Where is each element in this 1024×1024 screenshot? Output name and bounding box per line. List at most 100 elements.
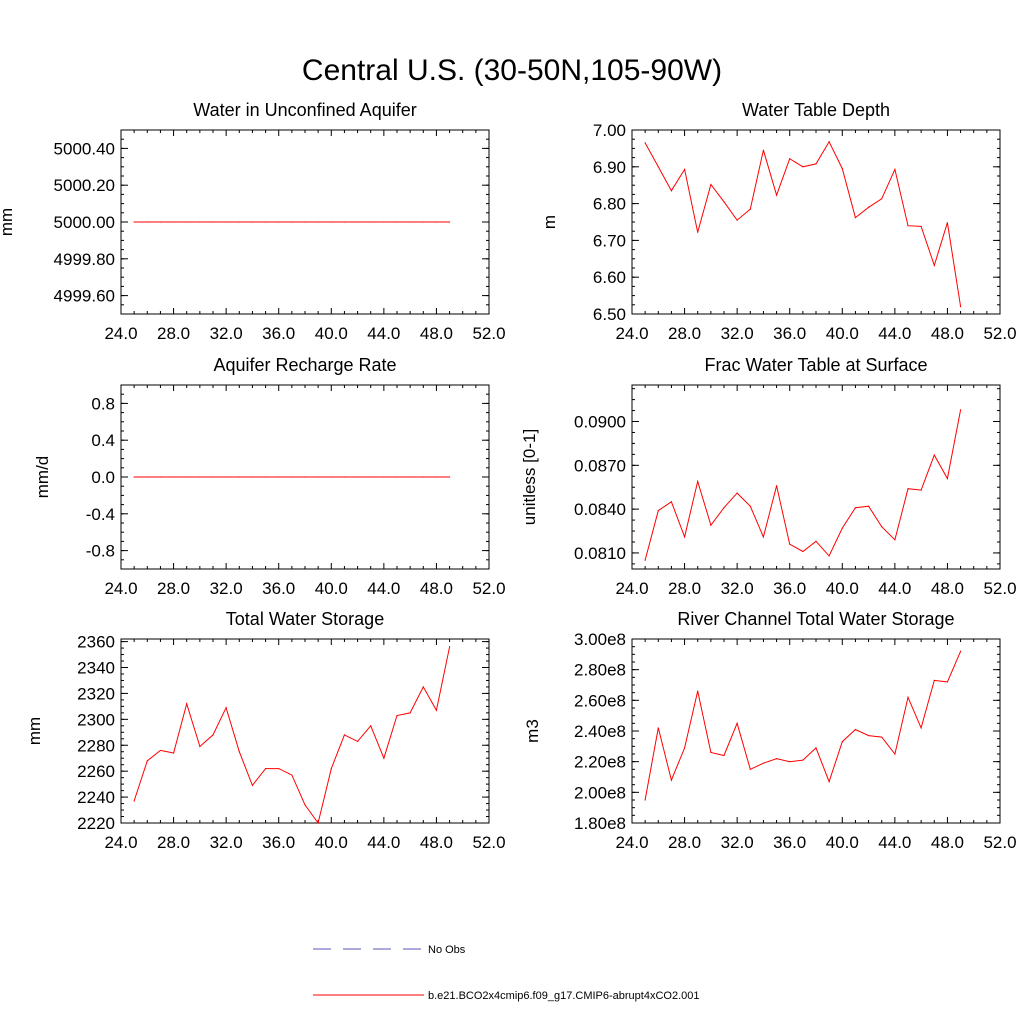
data-point: [291, 476, 293, 478]
data-point: [186, 221, 188, 223]
x-tick-label: 48.0: [420, 579, 453, 598]
data-point: [278, 221, 280, 223]
data-point: [697, 690, 699, 692]
data-point: [789, 543, 791, 545]
x-tick-label: 28.0: [668, 833, 701, 852]
y-tick-label: 5000.40: [54, 139, 115, 158]
data-point: [802, 759, 804, 761]
y-tick-label: 0.0870: [574, 456, 626, 475]
y-tick-label: 2.20e8: [574, 753, 626, 772]
data-point: [383, 476, 385, 478]
x-tick-label: 40.0: [826, 324, 859, 343]
data-point: [815, 540, 817, 542]
y-tick-label: 2280: [77, 736, 115, 755]
data-point: [762, 536, 765, 538]
data-point: [828, 555, 830, 557]
data-point: [815, 163, 817, 165]
data-point: [933, 264, 935, 267]
y-tick-label: 0.0900: [574, 413, 626, 432]
data-point: [356, 740, 359, 742]
data-point: [448, 221, 451, 223]
y-axis-label: mm/d: [33, 456, 52, 499]
series-line-1: [644, 651, 962, 801]
data-point: [172, 476, 175, 478]
data-point: [657, 509, 659, 512]
data-point: [789, 158, 791, 160]
data-point: [396, 714, 398, 717]
panel-2: Water Table Depth 24.0 28.0 32.0 36.0 40.0 44.…: [540, 100, 1017, 343]
x-tick-label: 36.0: [773, 833, 806, 852]
data-point: [644, 799, 646, 801]
data-point: [683, 536, 686, 538]
data-point: [448, 476, 451, 478]
x-tick-label: 28.0: [668, 324, 701, 343]
x-tick-label: 36.0: [773, 324, 806, 343]
data-point: [343, 221, 346, 223]
data-point: [959, 409, 962, 411]
data-point: [881, 198, 883, 200]
data-point: [894, 168, 896, 170]
data-point: [422, 476, 424, 478]
y-tick-label: 2320: [77, 684, 115, 703]
data-point: [330, 476, 332, 478]
data-point: [736, 492, 738, 494]
data-point: [146, 760, 148, 762]
y-tick-label: -0.8: [86, 542, 115, 561]
y-tick-label: 0.0: [91, 468, 115, 487]
data-point: [762, 762, 765, 764]
data-point: [907, 225, 909, 227]
data-point: [264, 221, 267, 223]
x-tick-label: 44.0: [878, 579, 911, 598]
data-point: [225, 707, 227, 709]
x-tick-label: 40.0: [315, 833, 348, 852]
data-point: [841, 168, 843, 170]
data-point: [920, 225, 922, 228]
x-tick-label: 44.0: [367, 579, 400, 598]
data-point: [133, 476, 135, 478]
data-point: [159, 221, 162, 223]
x-tick-label: 44.0: [367, 324, 400, 343]
y-tick-label: 5000.00: [54, 213, 115, 232]
y-tick-label: 6.60: [593, 268, 626, 287]
data-point: [383, 221, 385, 223]
data-point: [920, 489, 922, 491]
data-point: [330, 221, 332, 223]
data-point: [172, 752, 175, 754]
y-tick-label: 5000.20: [54, 176, 115, 195]
panel-title: Water in Unconfined Aquifer: [193, 100, 416, 120]
x-tick-label: 52.0: [983, 833, 1016, 852]
x-tick-label: 24.0: [104, 324, 137, 343]
y-tick-label: 2.60e8: [574, 691, 626, 710]
data-point: [317, 221, 319, 223]
panel-4: Frac Water Table at Surface 24.0 28.0 32.0 3…: [520, 355, 1017, 598]
panel-title: Aquifer Recharge Rate: [213, 355, 396, 375]
y-tick-label: 2.80e8: [574, 661, 626, 680]
data-point: [291, 774, 293, 776]
x-tick-label: 32.0: [721, 579, 754, 598]
x-tick-label: 36.0: [773, 579, 806, 598]
panel-6: River Channel Total Water Storage 24.0 28.…: [523, 609, 1017, 852]
data-point: [159, 749, 162, 752]
y-axis-label: m: [540, 215, 559, 229]
figure-title: Central U.S. (30-50N,105-90W): [302, 54, 722, 87]
data-point: [723, 201, 725, 203]
data-point: [343, 476, 346, 478]
data-point: [304, 804, 306, 806]
y-tick-label: 3.00e8: [574, 630, 626, 649]
y-tick-label: -0.4: [86, 505, 115, 524]
data-point: [749, 505, 751, 507]
x-tick-label: 32.0: [210, 579, 243, 598]
data-point: [881, 736, 883, 738]
y-tick-label: 0.0810: [574, 544, 626, 563]
data-point: [828, 781, 830, 783]
panel-5: Total Water Storage 24.0 28.0 32.0 36.0 40.0 4…: [25, 609, 506, 852]
x-tick-label: 24.0: [104, 833, 137, 852]
y-tick-label: 0.4: [91, 431, 115, 450]
x-tick-label: 40.0: [315, 579, 348, 598]
x-tick-label: 32.0: [721, 833, 754, 852]
data-point: [251, 221, 254, 223]
data-point: [907, 696, 909, 698]
data-point: [946, 222, 949, 224]
data-point: [710, 524, 712, 526]
data-point: [683, 747, 686, 749]
